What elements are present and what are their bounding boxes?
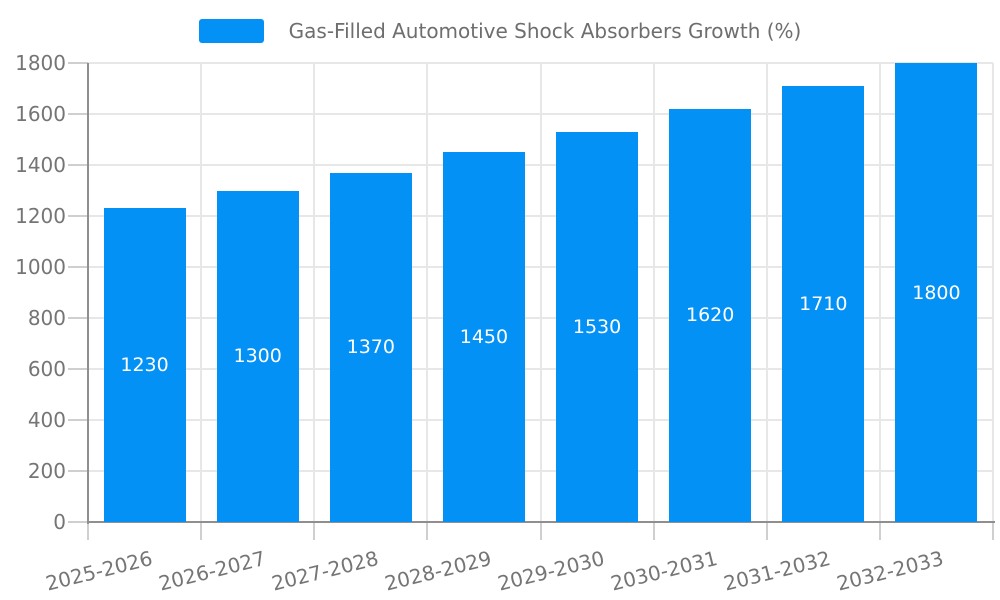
y-axis-label: 400 xyxy=(27,408,66,432)
bar-value-label: 1300 xyxy=(233,345,282,368)
legend-swatch-icon xyxy=(198,19,264,43)
y-axis-tick xyxy=(68,113,88,115)
bar[interactable]: 1800 xyxy=(895,63,978,522)
bar-value-label: 1710 xyxy=(799,292,848,315)
bar[interactable]: 1530 xyxy=(556,131,639,522)
bar-value-label: 1800 xyxy=(912,281,961,304)
legend-label: Gas-Filled Automotive Shock Absorbers Gr… xyxy=(288,19,802,43)
x-axis-label: 2032-2033 xyxy=(834,546,947,596)
x-axis-label: 2027-2028 xyxy=(269,546,381,596)
y-axis-line xyxy=(86,63,89,524)
x-axis-label: 2029-2030 xyxy=(495,546,607,596)
x-axis-label: 2026-2027 xyxy=(155,546,268,596)
bar[interactable]: 1370 xyxy=(329,172,412,522)
bar[interactable]: 1230 xyxy=(103,208,186,522)
bar-value-label: 1450 xyxy=(459,326,509,349)
x-axis-tick xyxy=(878,522,881,540)
x-axis-label: 2030-2031 xyxy=(608,546,720,596)
bar-value-label: 1530 xyxy=(572,315,622,338)
y-axis-tick xyxy=(68,266,88,268)
x-axis-tick xyxy=(200,522,203,540)
x-axis-line xyxy=(86,520,995,523)
x-axis-tick xyxy=(652,522,655,540)
y-axis-tick xyxy=(68,521,88,523)
x-axis-tick xyxy=(87,522,89,540)
gridline-v xyxy=(992,63,994,522)
x-axis-tick xyxy=(992,522,994,540)
bar-value-label: 1230 xyxy=(120,354,169,377)
x-axis-label: 2031-2032 xyxy=(721,546,834,596)
y-axis-label: 800 xyxy=(27,306,66,330)
x-axis-label: 2028-2029 xyxy=(382,546,494,596)
gridline-v xyxy=(426,63,429,522)
x-axis-label: 2025-2026 xyxy=(42,546,155,596)
y-axis-tick xyxy=(68,419,88,421)
x-axis-tick xyxy=(426,522,429,540)
y-axis-tick xyxy=(68,164,88,166)
y-axis-label: 200 xyxy=(27,459,66,483)
gridline-v xyxy=(200,63,203,522)
y-axis-tick xyxy=(68,215,88,217)
bar[interactable]: 1710 xyxy=(782,85,865,522)
y-axis-label: 600 xyxy=(27,357,66,381)
y-axis-label: 1200 xyxy=(15,204,66,228)
x-axis-tick xyxy=(539,522,542,540)
bar-value-label: 1620 xyxy=(686,304,735,327)
y-axis-tick xyxy=(68,470,88,472)
bar[interactable]: 1450 xyxy=(442,152,525,522)
y-axis-label: 1000 xyxy=(15,255,66,279)
y-axis-label: 1600 xyxy=(15,102,66,126)
bar-value-label: 1370 xyxy=(346,336,395,359)
x-axis-tick xyxy=(765,522,768,540)
gridline-v xyxy=(765,63,768,522)
y-axis-tick xyxy=(68,368,88,370)
bar[interactable]: 1300 xyxy=(216,190,299,522)
y-axis-label: 1400 xyxy=(15,153,66,177)
legend[interactable]: Gas-Filled Automotive Shock Absorbers Gr… xyxy=(0,19,1000,43)
y-axis-tick xyxy=(68,317,88,319)
y-axis-label: 0 xyxy=(53,510,66,534)
gridline-v xyxy=(878,63,881,522)
bar[interactable]: 1620 xyxy=(669,108,752,522)
gridline-v xyxy=(313,63,316,522)
x-axis-tick xyxy=(313,522,316,540)
y-axis-label: 1800 xyxy=(15,51,66,75)
y-axis-tick xyxy=(68,62,88,64)
gridline-v xyxy=(539,63,542,522)
gridline-v xyxy=(652,63,655,522)
